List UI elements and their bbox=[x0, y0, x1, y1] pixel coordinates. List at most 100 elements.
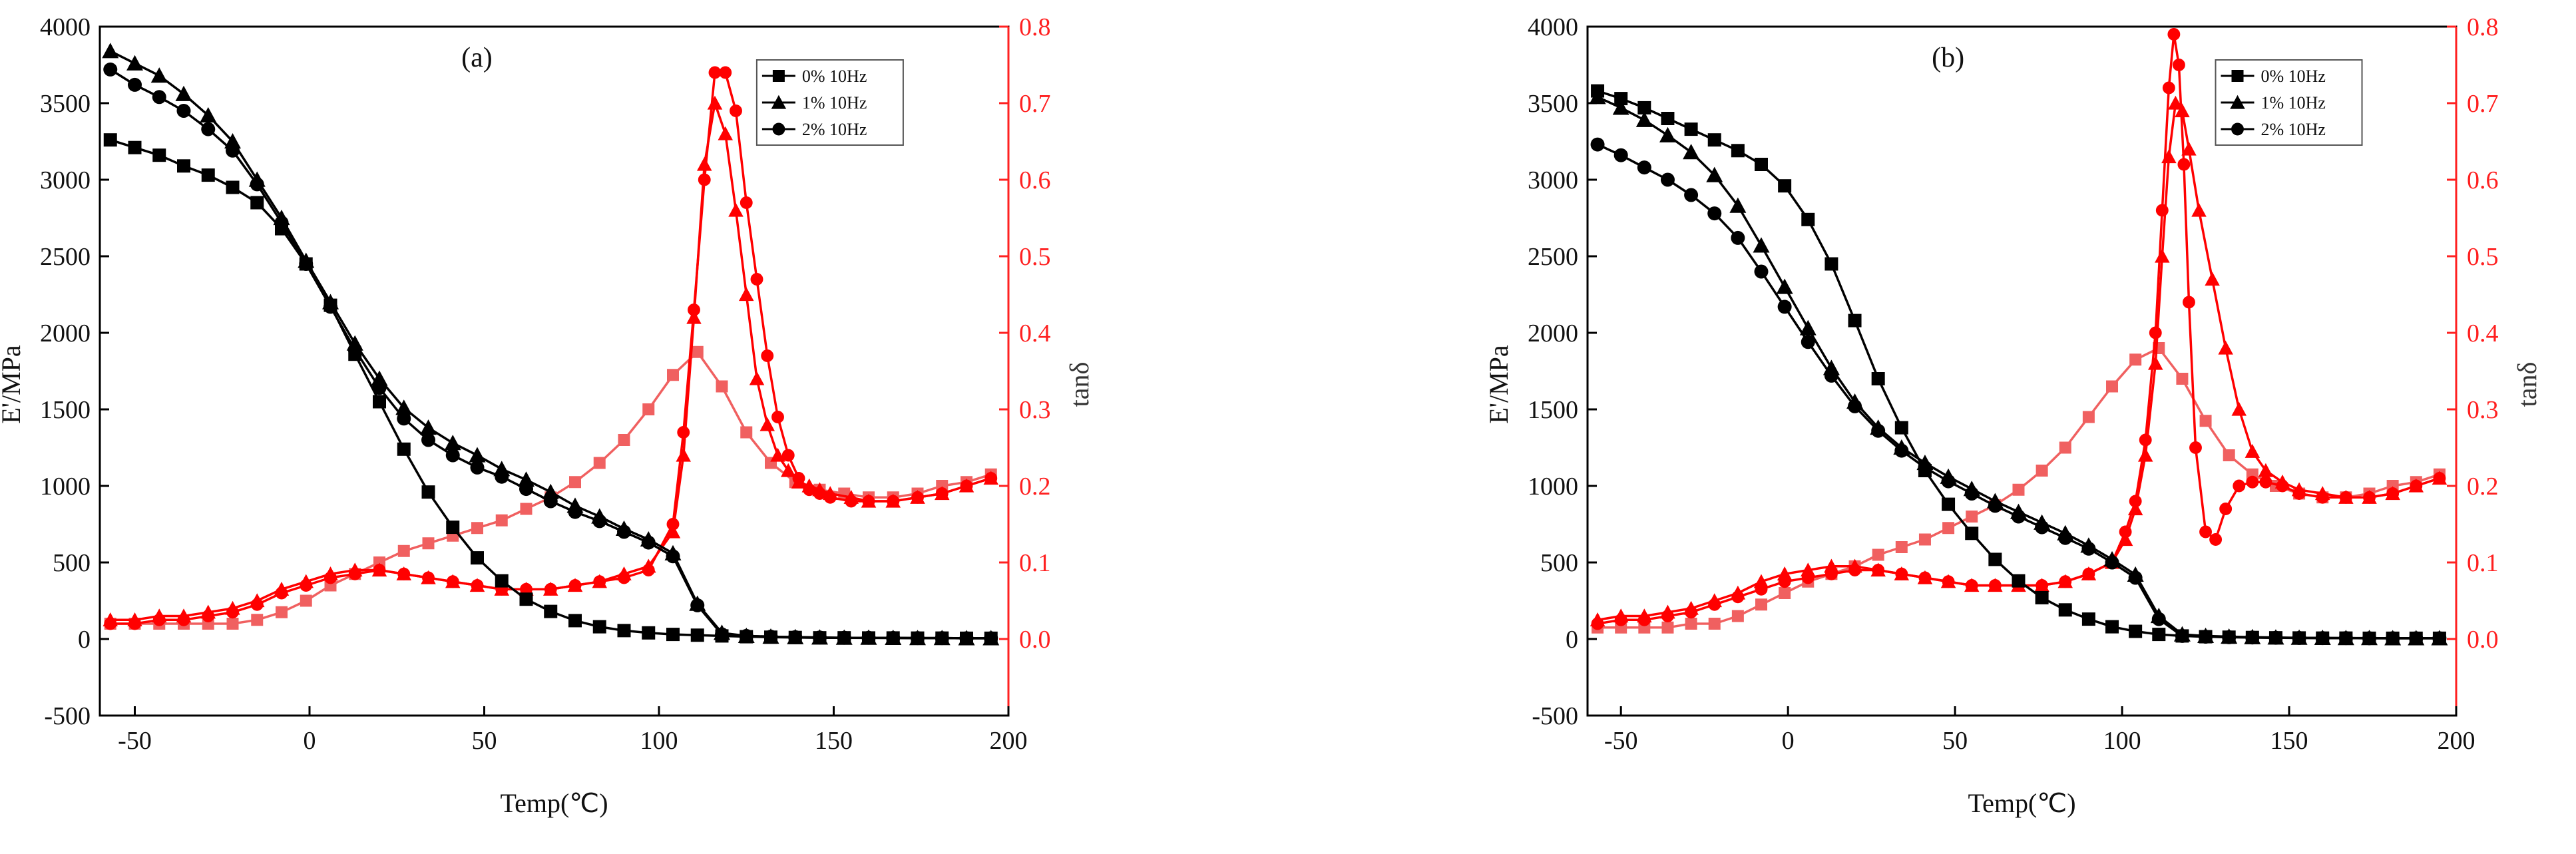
tan-delta-point-circle bbox=[593, 575, 606, 588]
panel-label: (b) bbox=[1932, 43, 1964, 73]
y-left-tick-label: 3000 bbox=[1528, 166, 1578, 194]
modulus-point-circle bbox=[2409, 631, 2424, 646]
x-tick-label: 0 bbox=[1782, 727, 1795, 755]
modulus-point-circle bbox=[1871, 423, 1886, 438]
tan-delta-point-square bbox=[716, 380, 728, 393]
modulus-point-triangle bbox=[1706, 166, 1723, 182]
tan-delta-point-circle bbox=[177, 613, 190, 626]
y-left-tick-label: 4000 bbox=[40, 13, 91, 41]
x-tick-label: 150 bbox=[2270, 727, 2308, 755]
tan-delta-point-square bbox=[251, 614, 264, 626]
modulus-point-square bbox=[1801, 212, 1815, 226]
tan-delta-point-triangle bbox=[728, 202, 744, 217]
tan-delta-point-square bbox=[520, 503, 533, 515]
tan-delta-point-circle bbox=[520, 582, 533, 596]
y-right-tick-label: 0.0 bbox=[2467, 626, 2499, 654]
tan-delta-point-triangle bbox=[2148, 355, 2163, 370]
y-left-axis-title: E'/MPa bbox=[0, 345, 26, 424]
tan-delta-point-triangle bbox=[707, 95, 723, 110]
modulus-point-square bbox=[1614, 92, 1628, 106]
tan-delta-point-circle bbox=[1872, 564, 1885, 576]
modulus-point-square bbox=[1848, 314, 1862, 327]
tan-delta-point-circle bbox=[1661, 610, 1674, 622]
tan-delta-point-triangle bbox=[2191, 202, 2207, 217]
legend-marker-circle bbox=[2231, 122, 2244, 136]
tan-delta-point-circle bbox=[397, 567, 411, 580]
y-left-tick-label: 500 bbox=[1540, 549, 1578, 577]
tan-delta-point-triangle bbox=[2181, 141, 2197, 156]
tan-delta-point-triangle bbox=[770, 447, 785, 462]
modulus-point-circle bbox=[1731, 230, 1745, 245]
tan-delta-point-square bbox=[471, 522, 483, 534]
tan-delta-point-circle bbox=[250, 598, 264, 611]
modulus-point-square bbox=[397, 442, 411, 456]
tan-delta-point-circle bbox=[2316, 491, 2329, 504]
tan-delta-point-circle bbox=[2139, 433, 2152, 447]
modulus-point-triangle bbox=[1635, 111, 1653, 127]
tan-delta-point-square bbox=[1755, 598, 1767, 611]
modulus-point-triangle bbox=[1776, 278, 1793, 294]
tan-delta-point-circle bbox=[666, 518, 680, 531]
modulus-point-square bbox=[592, 620, 606, 634]
tan-delta-point-square bbox=[2082, 411, 2095, 423]
tan-delta-point-square bbox=[1661, 621, 1674, 634]
modulus-point-square bbox=[471, 551, 484, 565]
modulus-point-circle bbox=[421, 433, 435, 447]
tan-delta-point-circle bbox=[845, 495, 858, 508]
modulus-point-circle bbox=[2432, 631, 2447, 646]
x-axis-title: Temp(℃) bbox=[500, 788, 608, 818]
tan-delta-point-circle bbox=[761, 349, 774, 362]
modulus-point-circle bbox=[2386, 631, 2400, 646]
tan-delta-point-circle bbox=[1942, 575, 1955, 588]
modulus-point-square bbox=[1755, 158, 1768, 171]
y-right-tick-label: 0.0 bbox=[1019, 626, 1051, 654]
tan-delta-point-circle bbox=[719, 66, 732, 79]
modulus-point-circle bbox=[763, 630, 778, 644]
modulus-point-triangle bbox=[542, 483, 559, 499]
tan-delta-point-circle bbox=[2292, 487, 2306, 500]
tan-delta-point-triangle bbox=[2161, 149, 2177, 164]
tan-delta-point-circle bbox=[2189, 441, 2202, 454]
modulus-point-circle bbox=[2105, 555, 2119, 570]
modulus-point-square bbox=[103, 133, 117, 147]
modulus-point-triangle bbox=[175, 85, 192, 101]
tan-delta-point-circle bbox=[324, 571, 337, 584]
y-left-tick-label: 500 bbox=[53, 549, 91, 577]
tan-delta-point-circle bbox=[740, 196, 753, 209]
tan-delta-point-circle bbox=[2259, 475, 2272, 489]
modulus-point-circle bbox=[128, 77, 142, 92]
tan-delta-point-square bbox=[2223, 449, 2235, 461]
modulus-point-circle bbox=[2338, 631, 2353, 646]
tan-delta-point-triangle bbox=[697, 156, 712, 171]
tan-delta-point-circle bbox=[2059, 575, 2072, 588]
tan-delta-point-triangle bbox=[718, 126, 733, 140]
tan-delta-point-circle bbox=[2036, 579, 2049, 592]
tan-delta-point-circle bbox=[730, 105, 742, 117]
x-tick-label: 200 bbox=[2438, 727, 2475, 755]
modulus-point-circle bbox=[2081, 541, 2096, 556]
modulus-point-square bbox=[519, 592, 533, 606]
tan-delta-point-square bbox=[226, 618, 239, 630]
modulus-point-triangle bbox=[1589, 89, 1606, 105]
modulus-point-square bbox=[1894, 421, 1908, 435]
modulus-point-square bbox=[1871, 372, 1885, 385]
tan-delta-point-circle bbox=[300, 579, 313, 592]
legend: 0% 10Hz 1% 10Hz 2% 10Hz bbox=[2215, 59, 2363, 146]
modulus-point-triangle bbox=[1799, 320, 1817, 335]
modulus-point-circle bbox=[813, 630, 827, 645]
tan-delta-point-triangle bbox=[2168, 95, 2183, 110]
modulus-point-triangle bbox=[200, 107, 217, 123]
tan-delta-point-circle bbox=[2172, 59, 2185, 71]
tan-delta-point-circle bbox=[823, 491, 837, 504]
modulus-point-circle bbox=[911, 631, 925, 646]
modulus-point-circle bbox=[1988, 499, 2002, 513]
modulus-point-square bbox=[1684, 122, 1698, 136]
modulus-point-square bbox=[495, 574, 509, 588]
tan-delta-point-circle bbox=[1801, 571, 1815, 584]
tan-delta-point-circle bbox=[422, 571, 435, 584]
modulus-point-circle bbox=[1801, 335, 1815, 349]
tan-delta-point-triangle bbox=[2231, 401, 2247, 416]
modulus-point-circle bbox=[935, 631, 949, 646]
tan-delta-point-circle bbox=[984, 472, 998, 485]
modulus-point-square bbox=[2012, 574, 2026, 588]
